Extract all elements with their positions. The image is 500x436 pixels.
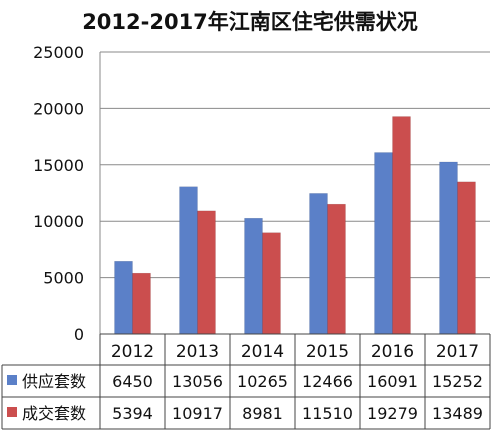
bar-deal-2015 xyxy=(327,203,346,335)
bar-supply-2015 xyxy=(309,193,328,335)
bar-supply-2016 xyxy=(374,152,393,335)
x-tick-label: 2014 xyxy=(241,342,284,362)
data-table: 2012 2013 2014 2015 2016 2017 供应套数 6450 13056 102… xyxy=(1,333,491,430)
x-tick-label: 2017 xyxy=(436,342,479,362)
bar-supply-2014 xyxy=(244,217,263,335)
data-label: 8981 xyxy=(242,404,283,423)
bar-deal-2014 xyxy=(262,232,281,335)
legend-swatch-0 xyxy=(7,375,17,385)
bars xyxy=(114,116,476,335)
x-tick-label: 2012 xyxy=(111,342,154,362)
data-label: 13056 xyxy=(172,372,223,391)
legend-label-1: 成交套数 xyxy=(22,404,86,423)
data-label: 13489 xyxy=(432,404,483,423)
x-tick-label: 2013 xyxy=(176,342,219,362)
bar-deal-2012 xyxy=(132,272,151,335)
bar-supply-2017 xyxy=(439,161,458,335)
chart-title: 2012-2017年江南区住宅供需状况 xyxy=(82,10,418,34)
data-label: 15252 xyxy=(432,372,483,391)
x-tick-label: 2015 xyxy=(306,342,349,362)
legend-label-0: 供应套数 xyxy=(22,372,86,391)
y-tick-label: 25000 xyxy=(33,43,84,62)
bar-supply-2012 xyxy=(114,260,133,335)
y-tick-label: 20000 xyxy=(33,99,84,118)
data-label: 16091 xyxy=(367,372,418,391)
y-tick-label: 10000 xyxy=(33,212,84,231)
data-label: 6450 xyxy=(112,372,153,391)
data-label: 5394 xyxy=(112,404,153,423)
data-label: 19279 xyxy=(367,404,418,423)
y-tick-label: 5000 xyxy=(43,269,84,288)
data-label: 12466 xyxy=(302,372,353,391)
gridlines xyxy=(99,51,490,335)
legend-swatch-1 xyxy=(7,407,17,417)
x-tick-label: 2016 xyxy=(371,342,414,362)
bar-deal-2017 xyxy=(457,181,476,335)
bar-deal-2013 xyxy=(197,210,216,335)
data-label: 10265 xyxy=(237,372,288,391)
y-tick-label: 15000 xyxy=(33,156,84,175)
data-label: 10917 xyxy=(172,404,223,423)
y-axis-ticks: 0 5000 10000 15000 20000 25000 xyxy=(33,43,84,344)
bar-supply-2013 xyxy=(179,186,198,335)
y-tick-label: 0 xyxy=(74,325,84,344)
data-label: 11510 xyxy=(302,404,353,423)
bar-deal-2016 xyxy=(392,116,411,335)
